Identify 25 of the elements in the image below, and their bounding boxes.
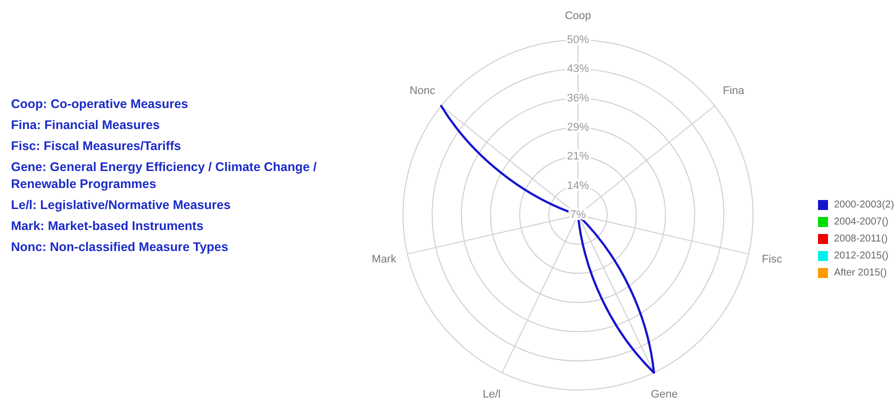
legend-label: 2004-2007() xyxy=(834,216,888,228)
legend-label: After 2015() xyxy=(834,268,887,278)
y-tick-label: 36% xyxy=(566,92,590,104)
text: Coop: Co-operative Measures xyxy=(11,96,190,113)
text: Fisc: Fiscal Measures/Tariffs xyxy=(11,138,182,155)
y-tick-label: 43% xyxy=(566,63,590,76)
spoke-label: Fisc xyxy=(762,253,783,266)
spoke-label: Le/l xyxy=(482,388,501,400)
y-tick-label: 50% xyxy=(566,34,590,46)
y-tick-label: 14% xyxy=(566,180,590,192)
text: Le/l: Legislative/Normative Measures xyxy=(11,197,232,214)
legend-label: 2012-2015() xyxy=(834,250,888,262)
legend-label: 2000-2003(2) xyxy=(834,200,894,210)
text: Nonc: Non-classified Measure Types xyxy=(11,239,230,256)
y-tick-label: 21% xyxy=(566,150,590,163)
spoke-label: Gene xyxy=(650,388,678,400)
spoke-label: Fina xyxy=(722,84,746,97)
text: Gene: General Energy Efficiency / Climate Change / Renewable Programmes xyxy=(11,159,318,193)
spoke-label: Mark xyxy=(372,253,397,266)
text: Mark: Market-based Instruments xyxy=(11,218,204,235)
text: Fina: Financial Measures xyxy=(11,117,161,134)
spoke-label: Nonc xyxy=(410,84,436,97)
legend-label: 2008-2011() xyxy=(834,234,888,244)
spoke-label: Coop xyxy=(564,10,592,22)
y-tick-label: 29% xyxy=(566,122,590,134)
